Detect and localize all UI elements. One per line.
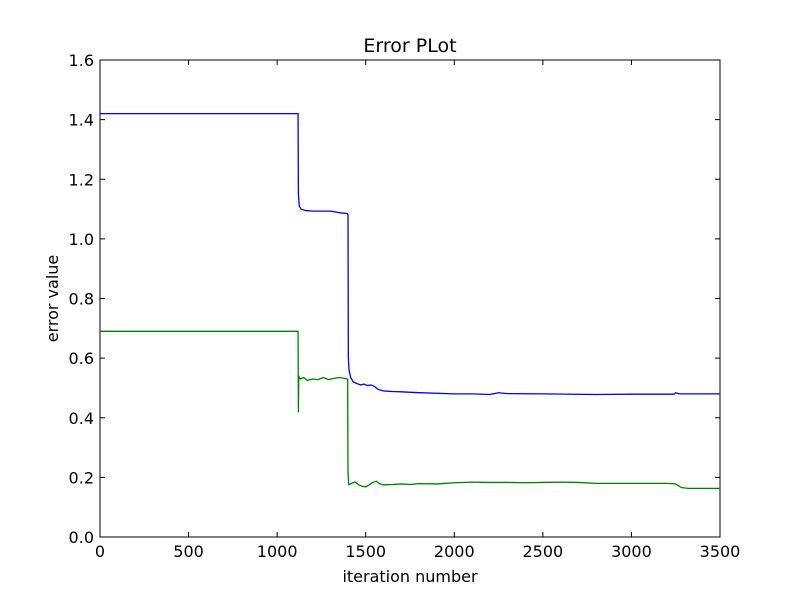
y-tick-label: 1.0 <box>69 230 94 249</box>
x-tick-label: 2000 <box>434 542 475 561</box>
y-tick-label: 0.6 <box>69 349 94 368</box>
plot-area: 0 500 1000 1500 2000 2500 3000 3500 0.00.20.40.… <box>69 51 741 561</box>
series-line-1 <box>100 113 720 396</box>
x-tick-label: 3000 <box>611 542 652 561</box>
x-axis-ticks: 0 500 1000 1500 2000 2500 3000 3500 <box>95 60 740 561</box>
series-line-2 <box>100 330 720 490</box>
y-tick-label: 1.4 <box>69 111 94 130</box>
series-layer <box>100 113 720 490</box>
y-tick-label: 1.6 <box>69 51 94 70</box>
y-tick-label: 0.8 <box>69 290 94 309</box>
x-tick-label: 1000 <box>257 542 298 561</box>
x-tick-label: 2500 <box>522 542 563 561</box>
x-tick-label: 500 <box>173 542 204 561</box>
y-axis-label: error value <box>43 255 62 343</box>
x-tick-label: 3500 <box>700 542 741 561</box>
y-tick-label: 1.2 <box>69 170 94 189</box>
x-tick-label: 1500 <box>345 542 386 561</box>
x-tick-label: 0 <box>95 542 105 561</box>
y-tick-label: 0.2 <box>69 468 94 487</box>
y-tick-label: 0.0 <box>69 528 94 547</box>
chart-title: Error PLot <box>363 35 456 57</box>
y-axis-ticks: 0.0 0.2 0.4 0.6 0.8 1.0 1.2 1.4 1.6 <box>69 51 720 547</box>
y-tick-label: 0.4 <box>69 409 94 428</box>
x-axis-label: iteration number <box>342 567 478 586</box>
